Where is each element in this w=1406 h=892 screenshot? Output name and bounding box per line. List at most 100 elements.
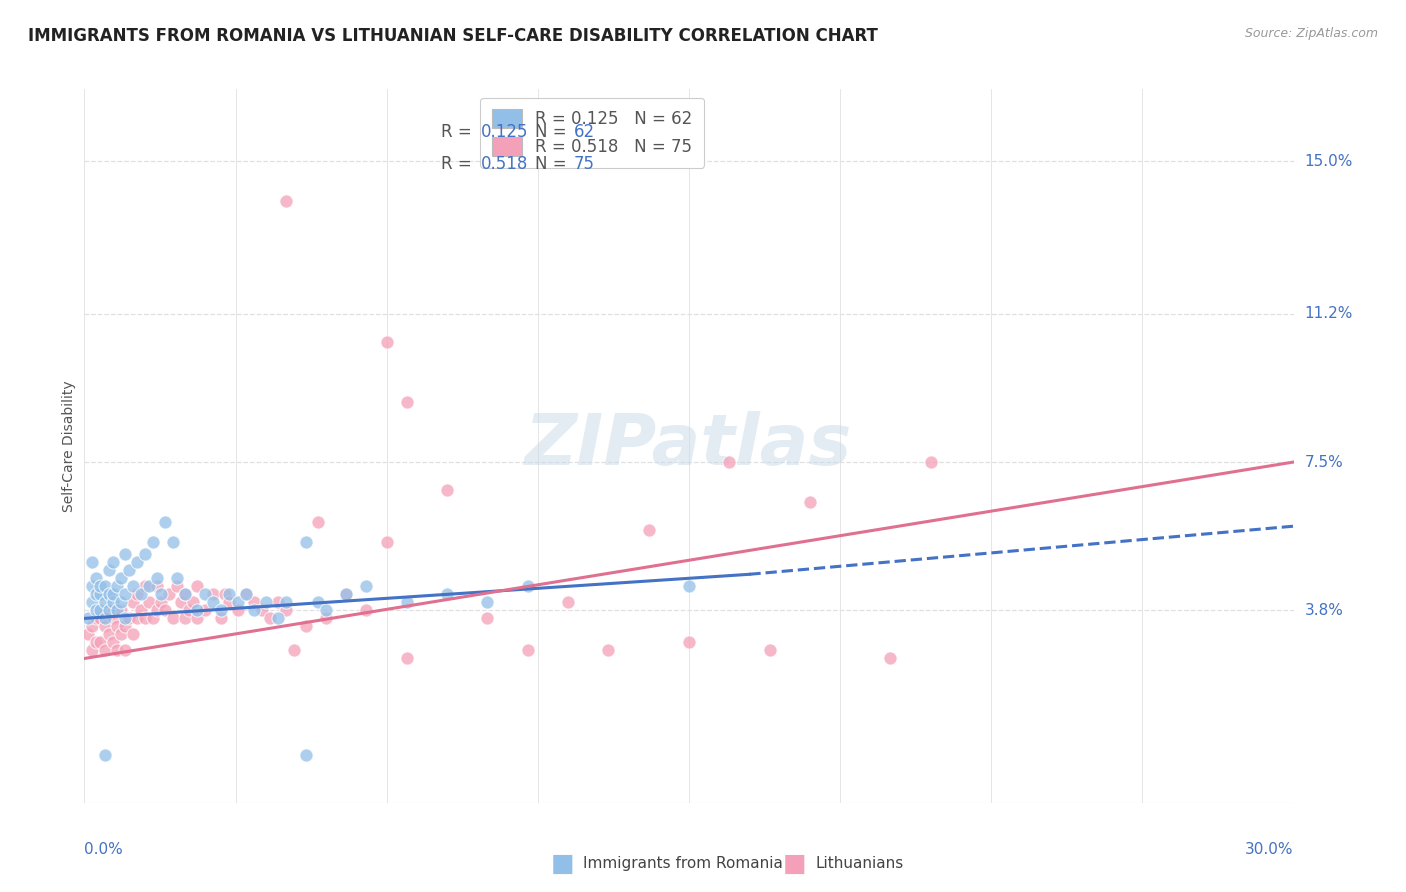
Point (146, 579, 169, 593)
Text: Lithuanians: Lithuanians (815, 856, 904, 871)
Point (146, 603, 169, 617)
Point (218, 587, 240, 601)
Point (77, 611, 100, 625)
Point (142, 611, 165, 625)
Point (82, 555, 104, 569)
Point (758, 643, 780, 657)
Point (335, 587, 357, 601)
Point (110, 603, 132, 617)
Point (170, 595, 193, 609)
Point (97, 627, 120, 641)
Point (153, 515, 176, 529)
Point (879, 651, 901, 665)
Point (194, 587, 217, 601)
Point (274, 194, 297, 209)
Point (395, 395, 418, 409)
Point (307, 515, 329, 529)
Point (436, 483, 458, 497)
Point (134, 547, 156, 561)
Point (149, 587, 172, 601)
Text: 0.125: 0.125 (481, 123, 529, 141)
Point (157, 587, 180, 601)
Text: ■: ■ (551, 852, 574, 875)
Point (274, 603, 297, 617)
Point (375, 535, 398, 549)
Point (637, 523, 659, 537)
Point (209, 603, 232, 617)
Point (179, 603, 201, 617)
Point (142, 535, 165, 549)
Point (283, 643, 305, 657)
Point (166, 579, 188, 593)
Point (138, 579, 160, 593)
Y-axis label: Self-Care Disability: Self-Care Disability (62, 380, 76, 512)
Point (678, 579, 700, 593)
Point (134, 579, 156, 593)
Text: 11.2%: 11.2% (1305, 306, 1353, 321)
Legend: R = 0.125   N = 62, R = 0.518   N = 75: R = 0.125 N = 62, R = 0.518 N = 75 (481, 97, 704, 168)
Point (259, 611, 281, 625)
Point (93, 643, 115, 657)
Point (315, 603, 337, 617)
Point (186, 603, 208, 617)
Text: Immigrants from Romania: Immigrants from Romania (583, 856, 783, 871)
Text: 30.0%: 30.0% (1246, 842, 1294, 856)
Point (97, 603, 120, 617)
Point (477, 595, 499, 609)
Point (114, 547, 136, 561)
Point (118, 611, 141, 625)
Point (105, 643, 128, 657)
Point (799, 495, 821, 509)
Point (194, 603, 217, 617)
Point (235, 587, 257, 601)
Point (226, 595, 249, 609)
Point (226, 603, 249, 617)
Point (101, 555, 124, 569)
Point (598, 643, 620, 657)
Point (202, 595, 225, 609)
Point (82, 643, 104, 657)
Text: 0.518: 0.518 (481, 155, 529, 173)
Point (105, 619, 128, 633)
Point (93, 579, 115, 593)
Point (138, 595, 160, 609)
Point (86, 635, 108, 649)
Text: 15.0%: 15.0% (1305, 153, 1353, 169)
Point (118, 563, 141, 577)
Point (202, 587, 225, 601)
Point (101, 635, 124, 649)
Text: N =: N = (536, 123, 572, 141)
Point (436, 587, 458, 601)
Point (89, 603, 111, 617)
Point (125, 555, 148, 569)
Point (295, 747, 318, 762)
Point (335, 587, 357, 601)
Point (920, 455, 942, 469)
Point (82, 579, 104, 593)
Point (250, 603, 273, 617)
Point (101, 587, 124, 601)
Text: N =: N = (536, 155, 572, 173)
Point (186, 611, 208, 625)
Point (186, 579, 208, 593)
Point (114, 611, 136, 625)
Point (97, 563, 120, 577)
Point (125, 587, 148, 601)
Point (82, 619, 104, 633)
Point (134, 611, 156, 625)
Point (114, 587, 136, 601)
Point (267, 611, 290, 625)
Point (93, 595, 115, 609)
Point (174, 587, 197, 601)
Point (477, 611, 499, 625)
Point (86, 587, 108, 601)
Point (718, 455, 741, 469)
Point (678, 635, 700, 649)
Point (110, 627, 132, 641)
Point (356, 579, 378, 593)
Text: 62: 62 (574, 123, 595, 141)
Point (121, 627, 143, 641)
Text: 7.5%: 7.5% (1305, 455, 1343, 469)
Point (89, 579, 111, 593)
Point (254, 595, 277, 609)
